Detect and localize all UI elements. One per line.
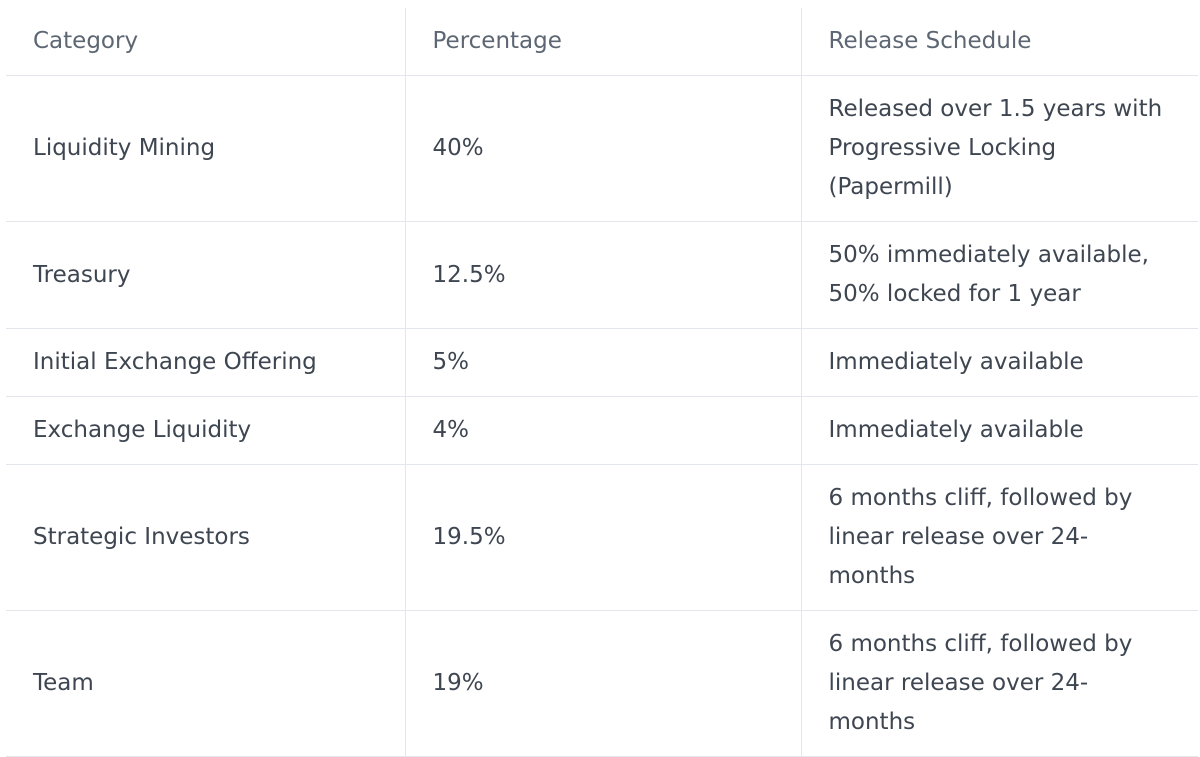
table-cell: Immediately available (800, 328, 1198, 397)
table-row: Initial Exchange Offering 5% Immediately a… (6, 328, 1198, 397)
table-row: Team 19% 6 months cliff, followed by linea… (6, 610, 1198, 757)
table-cell: Team (6, 610, 405, 757)
table-row: Exchange Liquidity 4% Immediately availabl… (6, 396, 1198, 465)
table-cell: Immediately available (800, 396, 1198, 465)
table-row: Strategic Investors 19.5% 6 months cliff, … (6, 464, 1198, 611)
table-row: Liquidity Mining 40% Released over 1.5 yea… (6, 75, 1198, 222)
table-cell: Released over 1.5 years with Progressive… (800, 75, 1198, 222)
table-cell: 50% immediately available, 50% locked fo… (800, 221, 1198, 329)
table-cell: Exchange Liquidity (6, 396, 405, 465)
table-cell: 12.5% (404, 221, 801, 329)
header-cell: Category (6, 8, 405, 76)
table-cell: 6 months cliff, followed by linear relea… (800, 464, 1198, 611)
table-cell: 4% (404, 396, 801, 465)
header-row: Category Percentage Release Schedule (6, 8, 1198, 76)
header-cell: Release Schedule (800, 8, 1198, 76)
table-cell: Initial Exchange Offering (6, 328, 405, 397)
table-cell: 19% (404, 610, 801, 757)
table-cell: Liquidity Mining (6, 75, 405, 222)
table-cell: 19.5% (404, 464, 801, 611)
table-cell: Strategic Investors (6, 464, 405, 611)
table-cell: 5% (404, 328, 801, 397)
table-cell: 40% (404, 75, 801, 222)
table-row: Treasury 12.5% 50% immediately available, … (6, 221, 1198, 329)
table-cell: Treasury (6, 221, 405, 329)
table-cell: 6 months cliff, followed by linear relea… (800, 610, 1198, 757)
table-body: Liquidity Mining 40% Released over 1.5 yea… (6, 75, 1198, 757)
header-cell: Percentage (404, 8, 801, 76)
allocation-table: Category Percentage Release Schedule Liqui… (6, 8, 1198, 757)
